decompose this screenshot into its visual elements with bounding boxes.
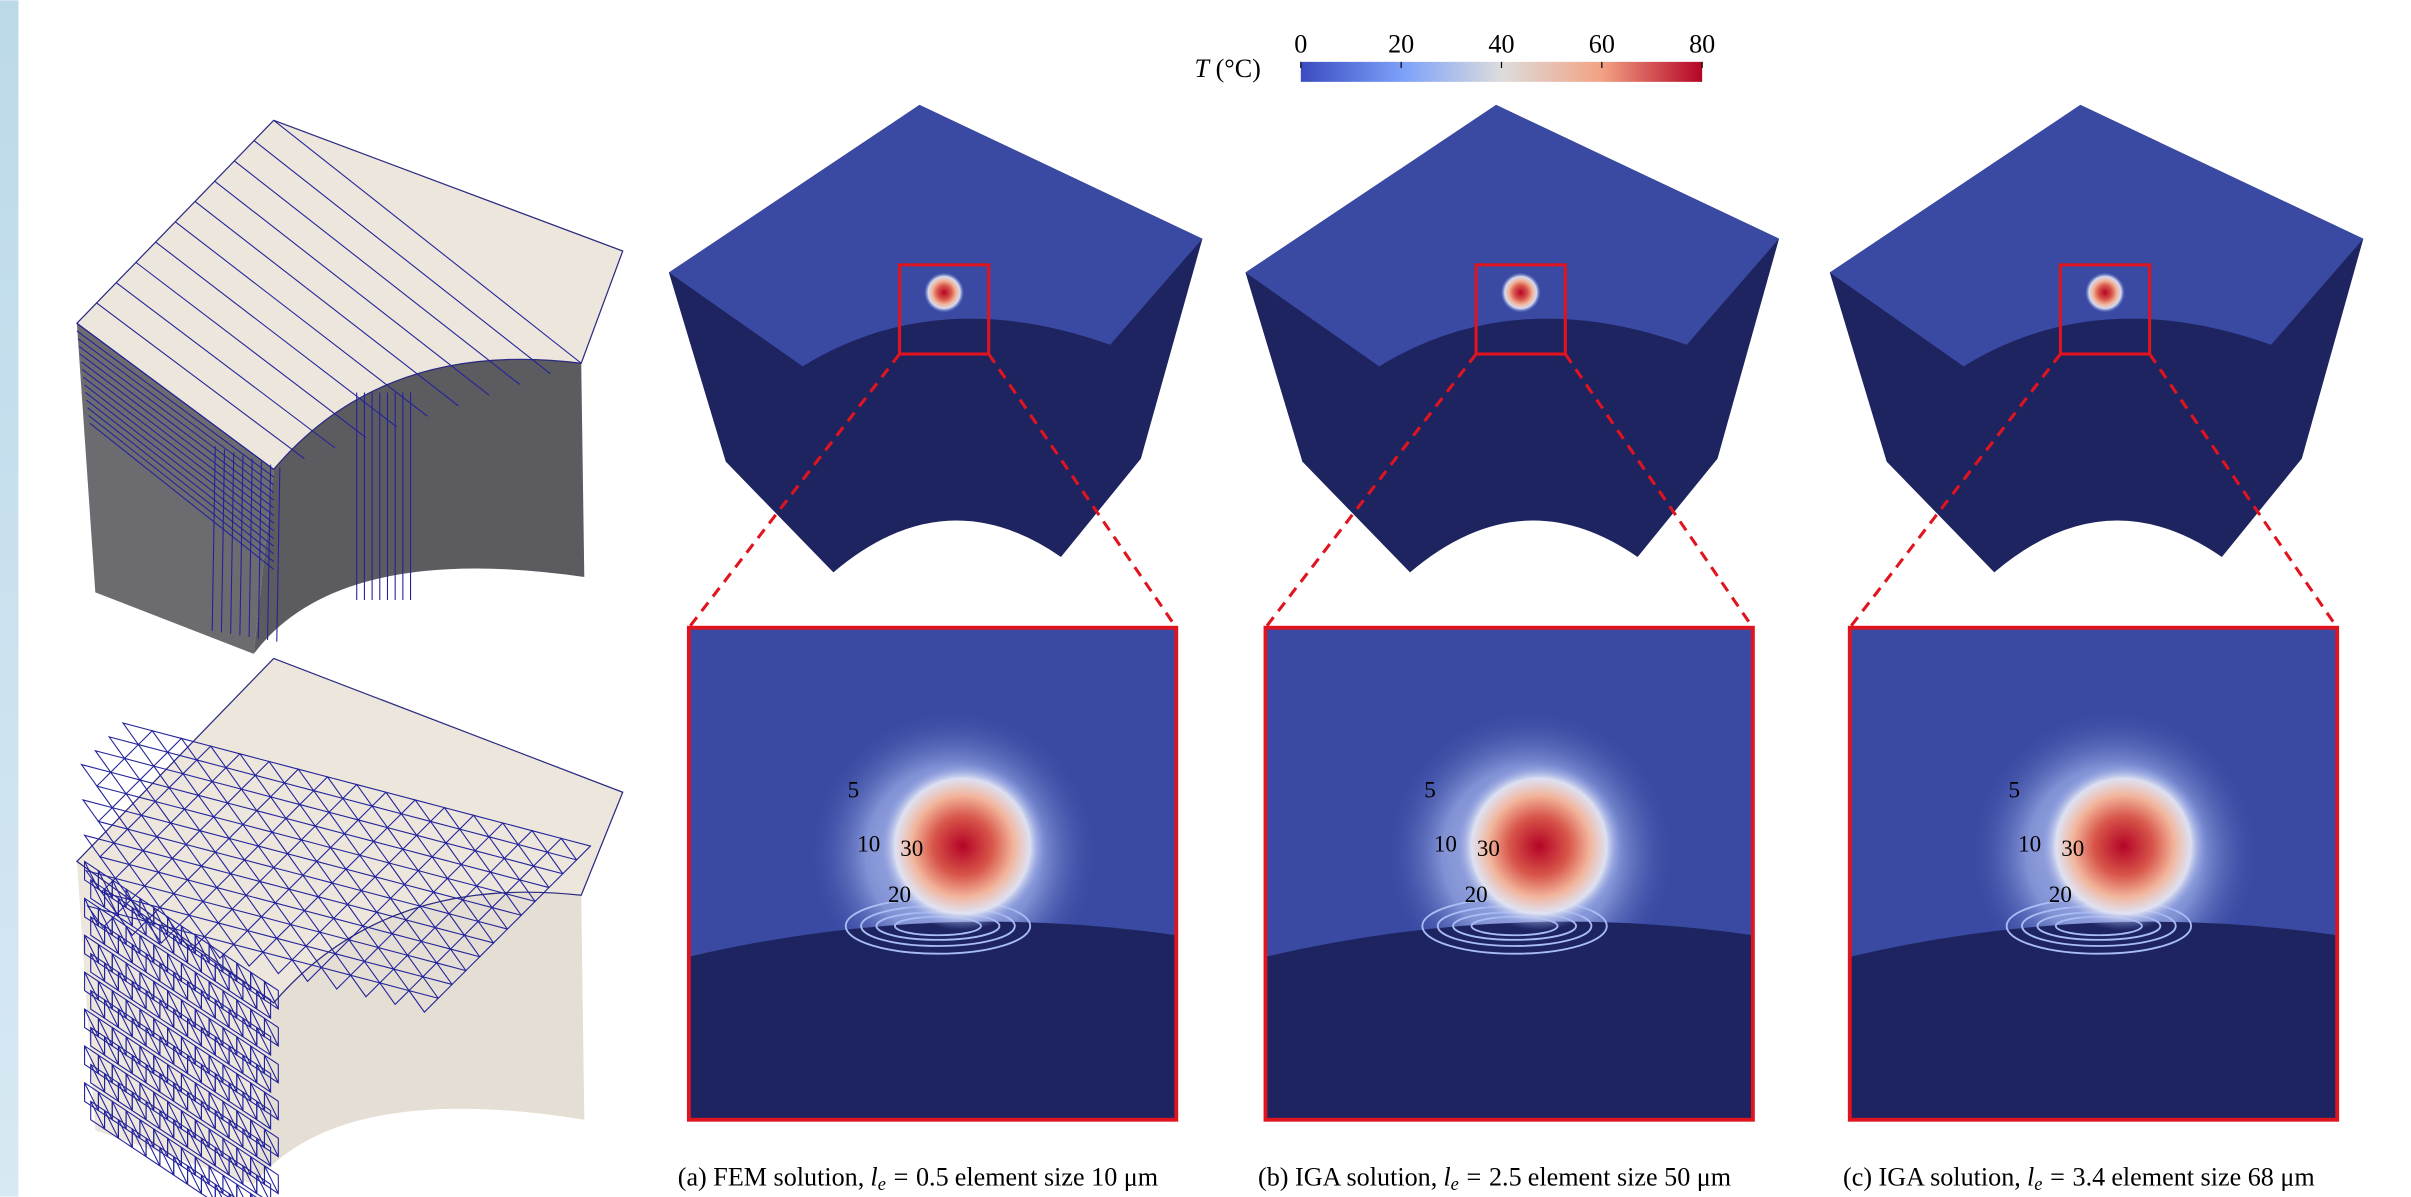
contour-label: 5 xyxy=(848,777,860,803)
caption-equals: = xyxy=(894,1163,909,1192)
mesh-line xyxy=(237,1184,251,1197)
figure: T (°C) 0 20 40 60 80 5 10 30 20 (a) FEM solution… xyxy=(0,0,2411,1197)
caption-value: 2.5 xyxy=(1489,1163,1522,1192)
contour-label: 10 xyxy=(857,830,880,856)
contour-label: 5 xyxy=(1424,777,1436,803)
colorbar-tick-label: 40 xyxy=(1488,29,1514,58)
caption-subscript: e xyxy=(878,1174,886,1194)
contour-label: 30 xyxy=(900,835,923,861)
hotspot xyxy=(2085,273,2125,313)
mesh-line xyxy=(215,1184,229,1197)
contour-label: 5 xyxy=(2009,777,2021,803)
contour-label: 20 xyxy=(1465,881,1488,907)
colorbar-symbol: T xyxy=(1195,54,1212,83)
caption-value: 0.5 xyxy=(916,1163,949,1192)
contour-label: 20 xyxy=(2049,881,2072,907)
colorbar-tick-label: 60 xyxy=(1589,29,1615,58)
hotspot xyxy=(924,273,964,313)
colorbar-tick-label: 80 xyxy=(1689,29,1715,58)
mesh-line xyxy=(201,1175,215,1197)
caption-prefix: (a) FEM solution, xyxy=(678,1163,865,1192)
side-strip xyxy=(0,0,18,1196)
caption: (a) FEM solution,le =0.5element size 10 μ… xyxy=(678,1163,1158,1194)
mesh-line xyxy=(188,1166,202,1194)
contour-label: 10 xyxy=(2018,830,2041,856)
caption-subscript: e xyxy=(2034,1174,2042,1194)
mesh-views xyxy=(77,120,623,1197)
caption-equals: = xyxy=(1467,1163,1482,1192)
caption-rest: element size 68 μm xyxy=(2111,1163,2314,1192)
panel: 5 10 30 20 (c) IGA solution,le = 3.4element si… xyxy=(1830,105,2364,1194)
caption-symbol: l xyxy=(2027,1163,2034,1192)
contour-label: 30 xyxy=(2061,835,2084,861)
contour-label: 20 xyxy=(888,881,911,907)
colorbar-unit: (°C) xyxy=(1216,54,1261,83)
mesh-line xyxy=(83,800,112,822)
contour-label: 30 xyxy=(1477,835,1500,861)
colorbar: T (°C) 0 20 40 60 80 xyxy=(1195,29,1716,83)
mesh-line xyxy=(81,765,110,787)
colorbar-tick-label: 20 xyxy=(1388,29,1414,58)
mesh-line xyxy=(257,1175,271,1197)
caption-prefix: (c) IGA solution, xyxy=(1843,1163,2021,1192)
page: {"colorbar":{"symbol":"T","unit":"(°C)",… xyxy=(0,0,2411,1197)
hotspot xyxy=(1501,273,1541,313)
caption-subscript: e xyxy=(1451,1174,1459,1194)
zoom-lower xyxy=(1850,922,2337,1120)
caption-symbol: l xyxy=(870,1163,877,1192)
colorbar-tick-label: 0 xyxy=(1294,29,1307,58)
caption-rest: element size 50 μm xyxy=(1528,1163,1731,1192)
caption-symbol: l xyxy=(1443,1163,1450,1192)
zoom-lower xyxy=(1265,922,1752,1120)
colorbar-label: T (°C) xyxy=(1195,54,1261,83)
contour-label: 10 xyxy=(1434,830,1457,856)
caption-rest: element size 10 μm xyxy=(955,1163,1158,1192)
mesh-line xyxy=(229,1194,243,1197)
mesh-line xyxy=(264,1166,278,1194)
caption-value: 3.4 xyxy=(2073,1163,2106,1192)
zoom-lower xyxy=(689,922,1176,1120)
caption-prefix: (b) IGA solution, xyxy=(1258,1163,1437,1192)
caption-equals: = xyxy=(2050,1163,2065,1192)
